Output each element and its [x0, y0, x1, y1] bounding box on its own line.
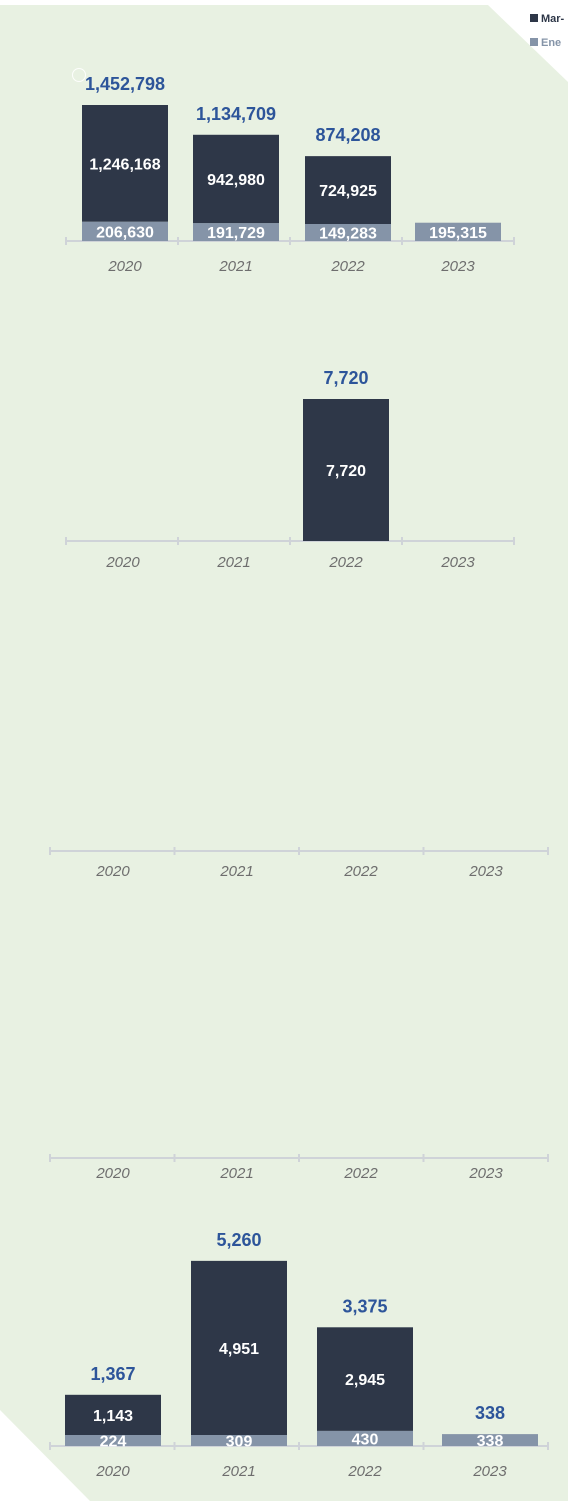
bar-value-series-1-2021: 4,951	[219, 1341, 259, 1358]
x-axis-label-2021: 2021	[219, 863, 253, 880]
x-axis-label-2022: 2022	[343, 1165, 378, 1182]
x-axis-label-2020: 2020	[95, 1165, 130, 1182]
bar-series-1-2020	[82, 105, 168, 222]
bar-total-label-2020: 1,452,798	[85, 74, 165, 94]
x-axis-label-2022: 2022	[347, 1463, 382, 1480]
x-axis-label-2023: 2023	[468, 863, 503, 880]
bar-series-2-2022	[317, 1430, 413, 1446]
bar-value-series-2-2022: 149,283	[319, 226, 377, 243]
bar-value-series-2-2021: 309	[226, 1434, 253, 1451]
bar-series-2-2021	[191, 1435, 287, 1446]
x-axis-label-2022: 2022	[328, 554, 363, 571]
legend-item-series-2: Ene	[530, 37, 561, 49]
bar-chart-2: 2020 2021 7,720 7,720 2022 2023	[65, 368, 515, 571]
bar-total-label-2023: 338	[475, 1403, 505, 1423]
legend-swatch-series-1	[530, 14, 538, 22]
x-axis-label-2023: 2023	[468, 1165, 503, 1182]
bar-value-series-2-2023: 338	[477, 1433, 504, 1450]
x-axis-label-2020: 2020	[95, 863, 130, 880]
x-axis-label-2021: 2021	[218, 258, 252, 275]
bar-value-series-2-2023: 195,315	[429, 225, 487, 242]
bar-total-label-2020: 1,367	[90, 1364, 135, 1384]
x-axis-label-2021: 2021	[219, 1165, 253, 1182]
x-axis-label-2023: 2023	[440, 554, 475, 571]
bar-series-2-2023	[442, 1434, 538, 1446]
bar-value-series-1-2022: 7,720	[326, 463, 366, 480]
x-axis-label-2021: 2021	[216, 554, 250, 571]
bar-chart-3: 2020 2021 2022 2023	[49, 847, 549, 880]
bar-series-1-2021	[191, 1260, 287, 1435]
bar-value-series-1-2022: 2,945	[345, 1372, 385, 1389]
bar-value-series-2-2020: 206,630	[96, 224, 154, 241]
legend-item-series-1: Mar-	[530, 13, 564, 25]
bar-value-series-2-2021: 191,729	[207, 225, 265, 242]
chart-panel-1: 206,630 1,246,168 1,452,798 2020 191,729 942,…	[0, 0, 568, 300]
bar-series-1-2021	[193, 134, 279, 224]
bar-value-series-2-2022: 430	[352, 1431, 379, 1448]
x-axis-label-2023: 2023	[440, 258, 475, 275]
bar-chart-4: 2020 2021 2022 2023	[49, 1154, 549, 1182]
bar-series-1-2022	[305, 156, 391, 224]
legend-label-series-2: Ene	[541, 37, 562, 49]
bar-series-1-2020	[65, 1394, 161, 1435]
x-axis-label-2023: 2023	[472, 1463, 507, 1480]
bar-chart-1: 206,630 1,246,168 1,452,798 2020 191,729 942,…	[65, 74, 515, 275]
bar-value-series-1-2021: 942,980	[207, 172, 265, 189]
chart-panel-4: 2020 2021 2022 2023	[49, 1154, 549, 1182]
bar-value-series-2-2020: 224	[100, 1434, 127, 1451]
x-axis-label-2020: 2020	[95, 1463, 130, 1480]
bar-series-2-2020	[82, 221, 168, 241]
bar-total-label-2021: 1,134,709	[196, 104, 276, 124]
bar-value-series-1-2020: 1,143	[93, 1408, 133, 1425]
bar-value-series-1-2020: 1,246,168	[89, 156, 160, 173]
x-axis-label-2022: 2022	[330, 258, 365, 275]
bar-series-2-2020	[65, 1435, 161, 1446]
bar-series-2-2023	[415, 222, 501, 241]
bar-series-2-2022	[305, 224, 391, 241]
bar-total-label-2022: 3,375	[342, 1296, 387, 1316]
x-axis-label-2022: 2022	[343, 863, 378, 880]
bar-series-1-2022	[303, 399, 389, 541]
legend-label-series-1: Mar-	[541, 13, 565, 25]
x-axis-label-2020: 2020	[105, 554, 140, 571]
bar-total-label-2022: 7,720	[323, 368, 368, 388]
bar-series-1-2022	[317, 1327, 413, 1431]
bar-value-series-1-2022: 724,925	[319, 183, 377, 200]
x-axis-label-2020: 2020	[107, 258, 142, 275]
bar-total-label-2022: 874,208	[315, 125, 380, 145]
bar-total-label-2021: 5,260	[216, 1230, 261, 1250]
decorative-circle	[72, 68, 86, 82]
bar-series-2-2021	[193, 223, 279, 241]
chart-panel-3: 2020 2021 2022 2023	[49, 847, 549, 880]
legend-swatch-series-2	[530, 38, 538, 46]
chart-panel-2: 2020 2021 7,720 7,720 2022 2023	[0, 0, 568, 600]
x-axis-label-2021: 2021	[221, 1463, 255, 1480]
